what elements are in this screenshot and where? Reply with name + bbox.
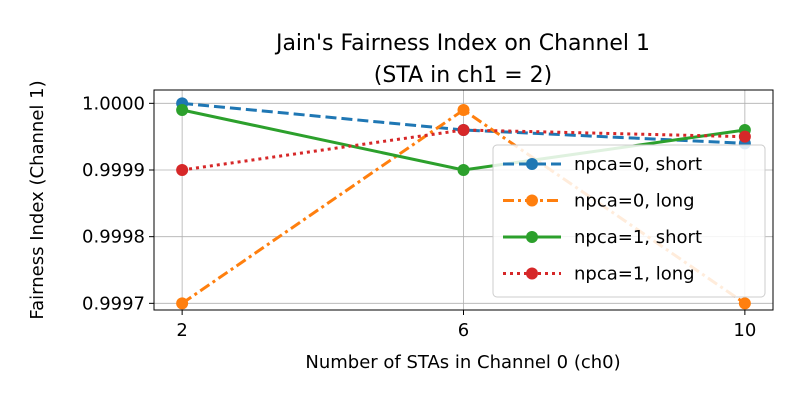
x-tick-label: 2 <box>176 320 187 341</box>
series-point-4 <box>738 130 751 143</box>
ticks: 2 6 10 0.9997 0.9998 0.9999 1.0000 <box>82 93 756 341</box>
chart-title-line1: Jain's Fairness Index on Channel 1 <box>274 31 650 56</box>
legend: npca=0, short npca=0, long npca=1, short np… <box>492 144 766 298</box>
series-point-2 <box>176 297 189 310</box>
series-line-4 <box>181 128 745 172</box>
y-tick-label: 1.0000 <box>82 93 145 114</box>
y-axis-label: Fairness Index (Channel 1) <box>27 80 48 319</box>
legend-box <box>492 144 766 298</box>
series-point-4 <box>457 124 470 136</box>
series-point-3 <box>457 164 470 176</box>
y-tick-label: 0.9999 <box>82 160 145 181</box>
y-tick-label: 0.9997 <box>82 293 145 314</box>
chart-title-line2: (STA in ch1 = 2) <box>374 63 552 88</box>
legend-marker-4 <box>526 267 538 280</box>
series-layer <box>176 97 751 310</box>
legend-label-4: npca=1, long <box>574 264 695 285</box>
legend-label-2: npca=0, long <box>574 191 695 212</box>
series-line-2 <box>181 108 746 305</box>
series-point-2 <box>738 297 751 310</box>
y-tick-label: 0.9998 <box>82 227 145 248</box>
series-point-2 <box>457 104 470 116</box>
x-tick-label: 6 <box>458 320 469 341</box>
x-axis-label: Number of STAs in Channel 0 (ch0) <box>305 352 620 373</box>
legend-marker-2 <box>526 194 538 207</box>
legend-label-3: npca=1, short <box>574 227 702 248</box>
series-point-3 <box>176 104 189 116</box>
x-tick-label: 10 <box>733 320 756 341</box>
legend-marker-1 <box>526 158 538 170</box>
series-point-4 <box>176 164 189 176</box>
legend-label-1: npca=0, short <box>574 154 702 175</box>
legend-marker-3 <box>526 231 538 243</box>
